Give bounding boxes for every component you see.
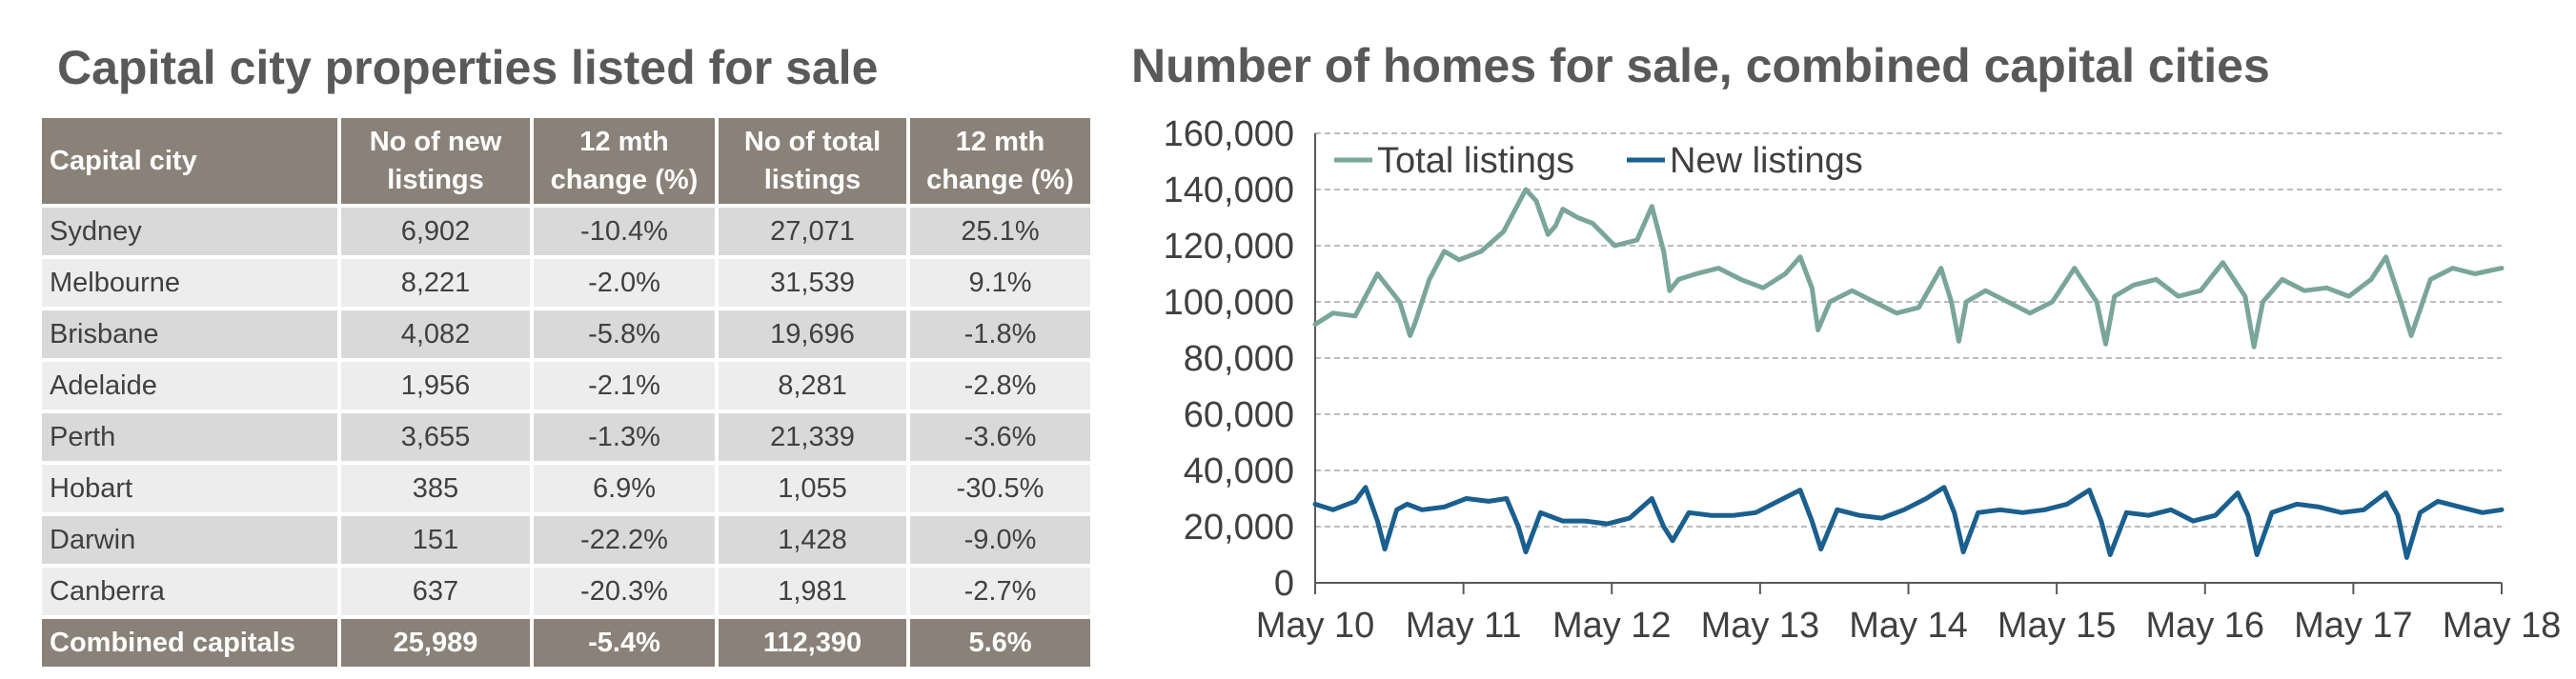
cell-city: Darwin [42,516,337,564]
new-listings-line [1312,485,2505,560]
table-row: Melbourne 8,221 -2.0% 31,539 9.1% [42,259,1090,307]
cell-new-listings: 6,902 [341,208,530,255]
y-tick-label: 0 [1274,564,1294,604]
table-title: Capital city properties listed for sale [57,41,879,94]
cell-total-change: -2.8% [910,362,1090,409]
cell-total-listings: 19,696 [719,310,906,358]
cell-city: Hobart [42,465,337,512]
x-tick-label: May 10 [1256,606,1375,646]
total-listings-line [1312,187,2505,349]
table-total-row: Combined capitals 25,989 -5.4% 112,390 5… [42,619,1090,667]
cell-total-change: -2.7% [910,568,1090,615]
cell-total-listings: 1,428 [719,516,906,564]
cell-total-change: -3.6% [910,413,1090,461]
y-tick-label: 40,000 [1184,451,1294,491]
y-tick-label: 80,000 [1184,339,1294,379]
cell-total-change: 5.6% [910,619,1090,667]
header-capital-city: Capital city [42,118,337,204]
x-tick-label: May 12 [1552,606,1672,646]
cell-total-listings: 112,390 [719,619,906,667]
cell-new-listings: 3,655 [341,413,530,461]
cell-new-change: -10.4% [534,208,715,255]
x-tick-label: May 11 [1406,606,1522,646]
y-tick-label: 160,000 [1164,114,1294,154]
cell-new-listings: 8,221 [341,259,530,307]
cell-total-change: -30.5% [910,465,1090,512]
x-tick-label: May 18 [2443,606,2562,646]
cell-new-listings: 4,082 [341,310,530,358]
cell-city: Canberra [42,568,337,615]
cell-total-listings: 1,055 [719,465,906,512]
header-new-change: 12 mth change (%) [534,118,715,204]
table-row: Perth 3,655 -1.3% 21,339 -3.6% [42,413,1090,461]
cell-new-listings: 25,989 [341,619,530,667]
cell-total-change: -1.8% [910,310,1090,358]
cell-city: Sydney [42,208,337,255]
line-chart: 0 20,000 40,000 60,000 80,000 100,000 120,000 1… [1164,114,2562,646]
x-tick-label: May 15 [1998,606,2117,646]
header-total-listings: No of total listings [719,118,906,204]
y-tick-label: 100,000 [1164,283,1294,323]
listings-table: Capital city No of new listings 12 mth c… [38,114,1094,670]
cell-new-change: -5.4% [534,619,715,667]
cell-new-change: -22.2% [534,516,715,564]
cell-city: Combined capitals [42,619,337,667]
cell-total-change: 25.1% [910,208,1090,255]
header-new-listings: No of new listings [341,118,530,204]
cell-city: Adelaide [42,362,337,409]
cell-new-listings: 637 [341,568,530,615]
cell-city: Brisbane [42,310,337,358]
table-row: Hobart 385 6.9% 1,055 -30.5% [42,465,1090,512]
y-tick-label: 120,000 [1164,227,1294,267]
cell-total-listings: 27,071 [719,208,906,255]
cell-city: Melbourne [42,259,337,307]
cell-total-listings: 31,539 [719,259,906,307]
table-row: Canberra 637 -20.3% 1,981 -2.7% [42,568,1090,615]
cell-new-listings: 385 [341,465,530,512]
x-tick-label: May 16 [2145,606,2264,646]
x-tick-label: May 17 [2294,606,2413,646]
cell-city: Perth [42,413,337,461]
table-row: Brisbane 4,082 -5.8% 19,696 -1.8% [42,310,1090,358]
cell-new-change: -2.0% [534,259,715,307]
cell-total-listings: 21,339 [719,413,906,461]
cell-new-change: -2.1% [534,362,715,409]
cell-new-change: 6.9% [534,465,715,512]
table-row: Darwin 151 -22.2% 1,428 -9.0% [42,516,1090,564]
table-row: Adelaide 1,956 -2.1% 8,281 -2.8% [42,362,1090,409]
x-tick-label: May 13 [1701,606,1820,646]
table-row: Sydney 6,902 -10.4% 27,071 25.1% [42,208,1090,255]
legend-label: New listings [1670,141,1863,181]
cell-new-listings: 151 [341,516,530,564]
cell-total-change: -9.0% [910,516,1090,564]
cell-new-change: -5.8% [534,310,715,358]
cell-new-change: -1.3% [534,413,715,461]
cell-total-listings: 8,281 [719,362,906,409]
cell-total-change: 9.1% [910,259,1090,307]
legend-label: Total listings [1377,141,1574,181]
y-tick-label: 140,000 [1164,170,1294,210]
cell-new-listings: 1,956 [341,362,530,409]
header-total-change: 12 mth change (%) [910,118,1090,204]
chart-title: Number of homes for sale, combined capit… [1131,39,2270,92]
cell-total-listings: 1,981 [719,568,906,615]
y-tick-label: 20,000 [1184,508,1294,548]
x-tick-label: May 14 [1849,606,1968,646]
table-header-row: Capital city No of new listings 12 mth c… [42,118,1090,204]
y-tick-label: 60,000 [1184,395,1294,435]
cell-new-change: -20.3% [534,568,715,615]
